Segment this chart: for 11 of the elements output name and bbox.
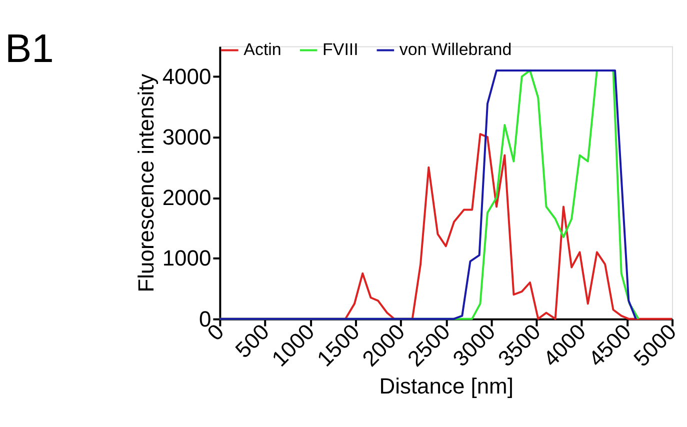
y-tick-label: 3000 [162, 124, 212, 150]
chart-title: B1 [4, 27, 54, 72]
y-tick-label: 1000 [162, 246, 212, 271]
y-axis-title: Fluorescence intensity [133, 74, 158, 292]
legend-label: von Willebrand [399, 40, 512, 60]
y-tick-label: 4000 [162, 64, 212, 90]
y-tick-label: 2000 [162, 185, 212, 210]
x-tick-label: 500 [230, 319, 274, 363]
legend-label: FVIII [322, 40, 358, 60]
legend-label: Actin [244, 40, 282, 60]
x-axis-title: Distance [nm] [379, 374, 514, 399]
